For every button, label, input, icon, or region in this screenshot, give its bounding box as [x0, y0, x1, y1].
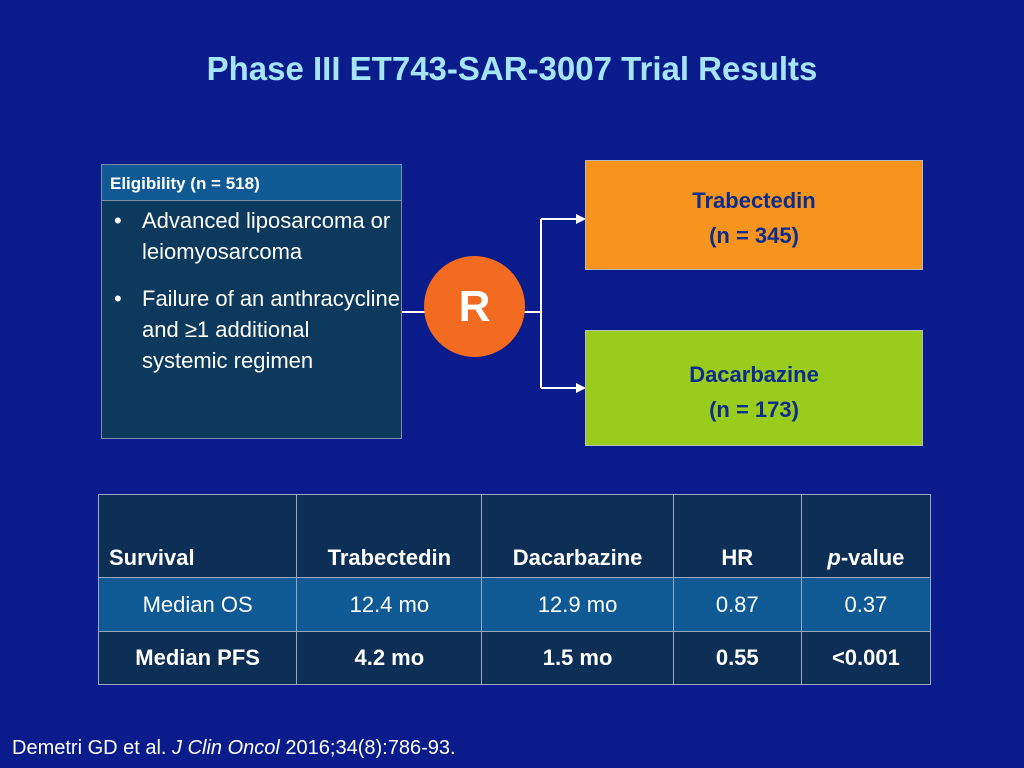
survival-table: Survival Trabectedin Dacarbazine HR p-va…	[97, 494, 932, 685]
slide-title: Phase III ET743-SAR-3007 Trial Results	[206, 50, 818, 87]
cell-hr: 0.55	[672, 631, 802, 685]
eligibility-item: • Failure of an anthracycline and ≥1 add…	[102, 283, 401, 376]
cell-dacarbazine: 12.9 mo	[481, 577, 674, 632]
eligibility-item-text: Advanced liposarcoma or leiomyosarcoma	[142, 208, 391, 264]
row-label: Median PFS	[97, 631, 298, 685]
trabectedin-arm-n: (n = 345)	[709, 223, 799, 248]
cell-dacarbazine: 1.5 mo	[481, 631, 674, 685]
table-row: Median PFS 4.2 mo 1.5 mo 0.55 <0.001	[97, 631, 932, 685]
eligibility-item-text: Failure of an anthracycline and ≥1 addit…	[142, 286, 401, 373]
eligibility-list: • Advanced liposarcoma or leiomyosarcoma…	[102, 201, 401, 376]
row-label: Median OS	[97, 577, 298, 632]
eligibility-header: Eligibility (n = 518)	[102, 165, 401, 201]
citation-details: 2016;34(8):786-93.	[279, 737, 456, 759]
header-trabectedin: Trabectedin	[296, 494, 483, 578]
cell-hr: 0.87	[672, 577, 802, 632]
eligibility-item: • Advanced liposarcoma or leiomyosarcoma	[102, 205, 401, 267]
citation: Demetri GD et al. J Clin Oncol 2016;34(8…	[12, 737, 456, 760]
header-p-rest: -value	[840, 545, 905, 570]
bullet-icon: •	[114, 286, 122, 311]
citation-authors: Demetri GD et al.	[12, 737, 173, 759]
randomization-circle: R	[424, 256, 525, 357]
table-header-row: Survival Trabectedin Dacarbazine HR p-va…	[97, 494, 932, 578]
cell-p-value: 0.37	[800, 577, 932, 632]
table-row: Median OS 12.4 mo 12.9 mo 0.87 0.37	[97, 577, 932, 632]
dacarbazine-arm-n: (n = 173)	[709, 397, 799, 422]
cell-p-value: <0.001	[800, 631, 932, 685]
dacarbazine-arm-name: Dacarbazine	[689, 362, 819, 387]
header-p-value: p-value	[800, 494, 932, 578]
header-survival: Survival	[97, 494, 298, 578]
header-dacarbazine: Dacarbazine	[481, 494, 674, 578]
bullet-icon: •	[114, 208, 122, 233]
trabectedin-arm-box: Trabectedin (n = 345)	[585, 160, 923, 270]
header-hr: HR	[672, 494, 802, 578]
dacarbazine-arm-box: Dacarbazine (n = 173)	[585, 330, 923, 446]
cell-trabectedin: 4.2 mo	[296, 631, 483, 685]
eligibility-box: Eligibility (n = 518) • Advanced liposar…	[101, 164, 402, 439]
header-p-italic: p	[827, 545, 841, 570]
cell-trabectedin: 12.4 mo	[296, 577, 483, 632]
citation-journal: J Clin Oncol	[172, 737, 280, 759]
trabectedin-arm-name: Trabectedin	[692, 188, 816, 213]
